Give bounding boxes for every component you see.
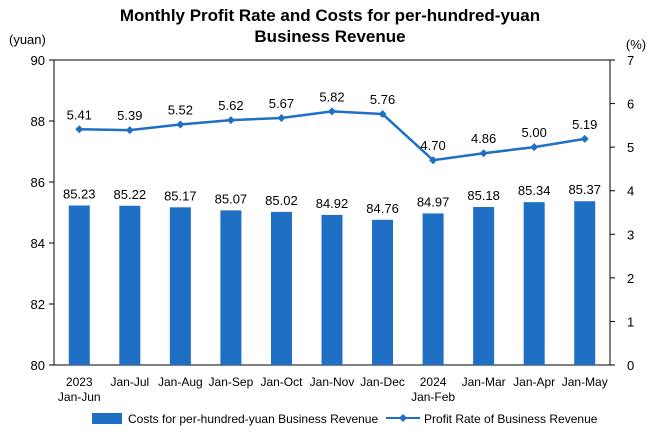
line-point (75, 125, 84, 134)
left-tick-label: 84 (31, 236, 45, 251)
line-series (75, 107, 589, 165)
category-label: Jan-Jun (58, 390, 101, 404)
right-tick-label: 5 (627, 140, 634, 155)
line-value-label: 5.76 (370, 92, 395, 107)
bar-value-label: 85.34 (518, 183, 551, 198)
line-value-label: 5.82 (319, 89, 344, 104)
line-data-labels: 5.41 5.39 5.52 5.62 5.67 5.82 5.76 4.70 4.86 5.00… (67, 89, 598, 153)
left-axis-unit: (yuan) (9, 32, 46, 47)
chart-title-line-1: Monthly Profit Rate and Costs for per-hu… (120, 6, 540, 25)
right-tick-label: 7 (627, 53, 634, 68)
right-axis: 0 1 2 3 4 5 6 7 (610, 53, 634, 373)
category-label: 2024 (420, 375, 447, 389)
bar-value-label: 85.17 (164, 188, 197, 203)
line-point (479, 149, 488, 158)
bar-value-label: 85.22 (114, 187, 147, 202)
category-label: Jan-Mar (462, 375, 506, 389)
line-value-label: 5.00 (522, 125, 547, 140)
line-value-label: 5.41 (67, 107, 92, 122)
bar-value-label: 85.23 (63, 186, 96, 201)
bar (473, 207, 495, 365)
legend-line-marker (399, 414, 407, 422)
legend-bar-swatch (92, 413, 122, 424)
right-tick-label: 0 (627, 358, 634, 373)
bar (68, 205, 90, 365)
line-point (378, 110, 387, 119)
left-tick-label: 88 (31, 114, 45, 129)
left-tick-label: 82 (31, 297, 45, 312)
right-tick-label: 4 (627, 184, 634, 199)
bar-value-label: 84.76 (366, 201, 399, 216)
left-tick-label: 86 (31, 175, 45, 190)
bar-data-labels: 85.23 85.22 85.17 85.07 85.02 84.92 84.76 84.97… (63, 182, 601, 216)
category-label: 2023 (66, 375, 93, 389)
left-tick-label: 80 (31, 358, 45, 373)
left-tick-label: 90 (31, 53, 45, 68)
line-value-label: 5.67 (269, 96, 294, 111)
line-point (226, 116, 235, 125)
line-point (125, 126, 134, 135)
legend-line-label: Profit Rate of Business Revenue (424, 412, 598, 426)
line-point (429, 156, 438, 165)
line-point (580, 134, 589, 143)
category-label: Jan-Apr (513, 375, 555, 389)
line-value-label: 5.19 (572, 117, 597, 132)
right-tick-label: 6 (627, 97, 634, 112)
line-value-label: 5.62 (218, 98, 243, 113)
bar (523, 202, 545, 365)
bar (422, 213, 444, 365)
bar-value-label: 85.37 (568, 182, 601, 197)
profit-rate-line (79, 110, 585, 162)
bar-series (68, 201, 596, 365)
legend-bar-label: Costs for per-hundred-yuan Business Reve… (128, 412, 378, 426)
line-value-label: 5.39 (117, 108, 142, 123)
left-axis: 80 82 84 86 88 90 (31, 53, 54, 373)
line-point (530, 143, 539, 152)
line-point (176, 120, 185, 129)
category-label: Jan-Aug (158, 375, 203, 389)
right-tick-label: 3 (627, 227, 634, 242)
bar (372, 219, 394, 365)
category-label: Jan-Dec (360, 375, 405, 389)
bar (574, 201, 596, 365)
line-value-label: 4.70 (420, 138, 445, 153)
bar-value-label: 84.97 (417, 194, 450, 209)
bar (119, 205, 141, 365)
bar-value-label: 85.02 (265, 193, 298, 208)
category-label: Jan-Jul (110, 375, 149, 389)
bar (220, 210, 242, 365)
category-label: Jan-Oct (260, 375, 303, 389)
right-axis-unit: (%) (626, 37, 646, 52)
right-tick-label: 2 (627, 271, 634, 286)
bar (321, 214, 343, 365)
line-point (328, 107, 336, 116)
category-label: Jan-May (562, 375, 608, 389)
line-value-label: 4.86 (471, 131, 496, 146)
bar-value-label: 84.92 (316, 196, 349, 211)
bar (270, 211, 292, 365)
right-tick-label: 1 (627, 314, 634, 329)
bar-value-label: 85.18 (467, 188, 500, 203)
line-value-label: 5.52 (168, 102, 193, 117)
chart-title-line-2: Business Revenue (254, 27, 405, 46)
category-label: Jan-Nov (310, 375, 355, 389)
category-label: Jan-Sep (209, 375, 254, 389)
bar (169, 207, 191, 365)
legend: Costs for per-hundred-yuan Business Reve… (92, 412, 598, 426)
category-label: Jan-Feb (411, 390, 455, 404)
line-point (277, 113, 286, 122)
bar-value-label: 85.07 (215, 191, 248, 206)
